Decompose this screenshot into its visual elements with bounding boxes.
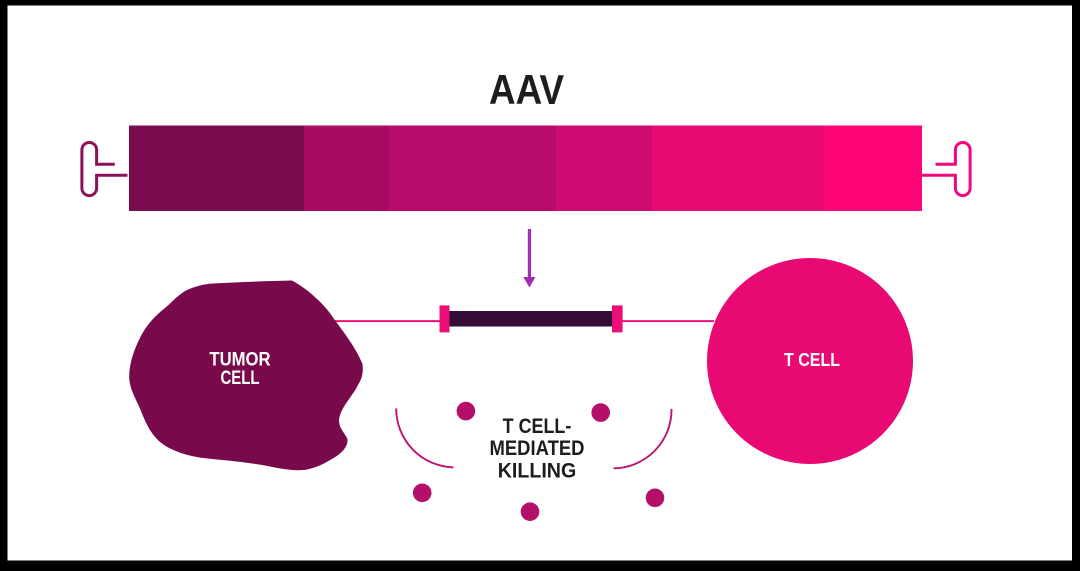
- svg-text:T CELL: T CELL: [784, 349, 840, 370]
- svg-text:KILLING: KILLING: [498, 459, 577, 483]
- svg-text:AAV: AAV: [489, 66, 564, 113]
- svg-text:TUMOR: TUMOR: [209, 349, 270, 371]
- svg-text:CELL: CELL: [221, 367, 260, 389]
- svg-text:MEDIATED: MEDIATED: [490, 436, 585, 460]
- svg-text:T CELL-: T CELL-: [503, 414, 572, 438]
